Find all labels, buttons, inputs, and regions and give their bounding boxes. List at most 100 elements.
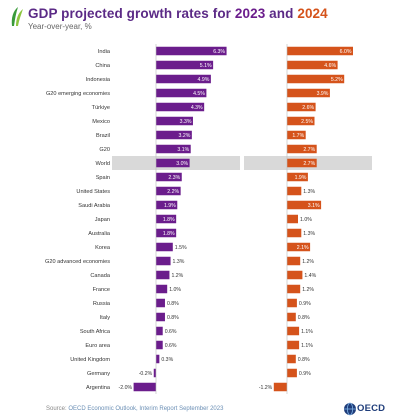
- category-label: Italy: [100, 315, 110, 321]
- data-label-2023: 1.0%: [169, 287, 181, 293]
- data-label-2023: 2.2%: [167, 189, 179, 195]
- bar-2023: [156, 74, 211, 84]
- title-year-2024: 2024: [297, 6, 328, 21]
- bar-2023: [156, 172, 182, 182]
- bar-2024: [287, 326, 300, 336]
- bar-2023: [156, 186, 181, 196]
- data-label-2024: -1.2%: [259, 385, 273, 391]
- bar-2024: [287, 368, 297, 378]
- oecd-logo-text: OECD: [357, 403, 386, 414]
- category-label: Canada: [90, 273, 110, 279]
- data-label-2024: 1.3%: [303, 231, 315, 237]
- data-label-2023: 1.3%: [173, 259, 185, 265]
- data-label-2024: 1.1%: [301, 343, 313, 349]
- data-label-2024: 6.0%: [340, 49, 352, 55]
- bar-2024: [287, 200, 322, 210]
- oecd-leaf-icon: [11, 7, 23, 26]
- bar-2024: [287, 340, 300, 350]
- bar-2024: [287, 74, 345, 84]
- data-label-2024: 1.1%: [301, 329, 313, 335]
- data-label-2023: 3.1%: [177, 147, 189, 153]
- category-label: Türkiye: [92, 105, 110, 111]
- bar-2024: [287, 60, 338, 70]
- category-label: India: [98, 49, 111, 55]
- data-label-2024: 5.2%: [331, 77, 343, 83]
- bar-2024: [287, 88, 330, 98]
- data-label-2024: 1.2%: [302, 287, 314, 293]
- bar-2023: [156, 298, 165, 308]
- category-label: France: [93, 287, 110, 293]
- data-label-2023: 2.3%: [168, 175, 180, 181]
- data-label-2024: 3.1%: [308, 203, 320, 209]
- data-label-2023: -2.0%: [119, 385, 133, 391]
- data-label-2023: 1.2%: [171, 273, 183, 279]
- bar-2024: [287, 214, 298, 224]
- bar-2023: [156, 340, 163, 350]
- bar-2023: [156, 354, 160, 364]
- data-label-2024: 2.5%: [301, 119, 313, 125]
- bar-2024: [287, 130, 306, 140]
- category-label: G20 emerging economies: [46, 91, 110, 97]
- data-label-2024: 2.1%: [297, 245, 309, 251]
- data-label-2023: 1.8%: [163, 217, 175, 223]
- category-label: China: [95, 63, 111, 69]
- bar-2023: [156, 130, 192, 140]
- bar-2024: [287, 228, 302, 238]
- data-label-2023: 0.8%: [167, 301, 179, 307]
- category-label: World: [95, 161, 110, 167]
- bar-2024: [287, 144, 317, 154]
- category-label: Russia: [93, 301, 111, 307]
- data-label-2023: 3.2%: [179, 133, 191, 139]
- bar-2024: [287, 242, 311, 252]
- category-label: Mexico: [92, 119, 110, 125]
- bar-2023: [156, 144, 191, 154]
- category-label: Euro area: [85, 343, 110, 349]
- category-label: Indonesia: [86, 77, 111, 83]
- data-label-2023: 4.3%: [191, 105, 203, 111]
- chart-title: GDP projected growth rates for 2023 and …: [28, 6, 328, 21]
- bar-2024: [287, 270, 303, 280]
- bar-2024: [287, 284, 301, 294]
- data-label-2023: 1.5%: [175, 245, 187, 251]
- data-label-2023: 1.8%: [163, 231, 175, 237]
- bar-2024: [287, 46, 353, 56]
- bar-2023: [156, 88, 207, 98]
- bar-2023: [156, 46, 227, 56]
- source-note: Source: OECD Economic Outlook, Interim R…: [46, 406, 224, 412]
- category-label: Saudi Arabia: [78, 203, 111, 209]
- bar-2023: [156, 312, 165, 322]
- bar-2023: [156, 326, 163, 336]
- bar-2023: [156, 214, 177, 224]
- data-label-2023: 0.6%: [165, 343, 177, 349]
- data-label-2023: 4.5%: [193, 91, 205, 97]
- bar-2024: [287, 256, 301, 266]
- bar-2023: [156, 228, 177, 238]
- data-label-2023: 3.0%: [176, 161, 188, 167]
- data-label-2024: 1.3%: [303, 189, 315, 195]
- bar-2023: [156, 102, 205, 112]
- data-label-2023: 4.9%: [198, 77, 210, 83]
- data-label-2024: 1.2%: [302, 259, 314, 265]
- bar-2023: [156, 60, 214, 70]
- data-label-2024: 3.9%: [317, 91, 329, 97]
- data-label-2024: 0.8%: [298, 357, 310, 363]
- source-link[interactable]: OECD Economic Outlook, Interim Report Se…: [68, 406, 224, 412]
- data-label-2024: 2.7%: [303, 147, 315, 153]
- category-label: United Kingdom: [70, 357, 110, 363]
- oecd-globe-icon: [344, 402, 356, 416]
- title-year-2023: 2023: [234, 6, 266, 21]
- chart-subtitle: Year-over-year, %: [28, 22, 92, 31]
- bar-2024: [287, 172, 308, 182]
- data-label-2023: 5.1%: [200, 63, 212, 69]
- bar-2023: [156, 256, 171, 266]
- data-label-2023: 0.6%: [165, 329, 177, 335]
- data-label-2024: 1.9%: [295, 175, 307, 181]
- category-label: Japan: [95, 217, 110, 223]
- category-label: Korea: [95, 245, 111, 251]
- data-label-2024: 1.7%: [292, 133, 304, 139]
- bar-2023: [156, 158, 190, 168]
- data-label-2024: 0.8%: [298, 315, 310, 321]
- bar-2024: [287, 298, 297, 308]
- bar-2024: [287, 354, 296, 364]
